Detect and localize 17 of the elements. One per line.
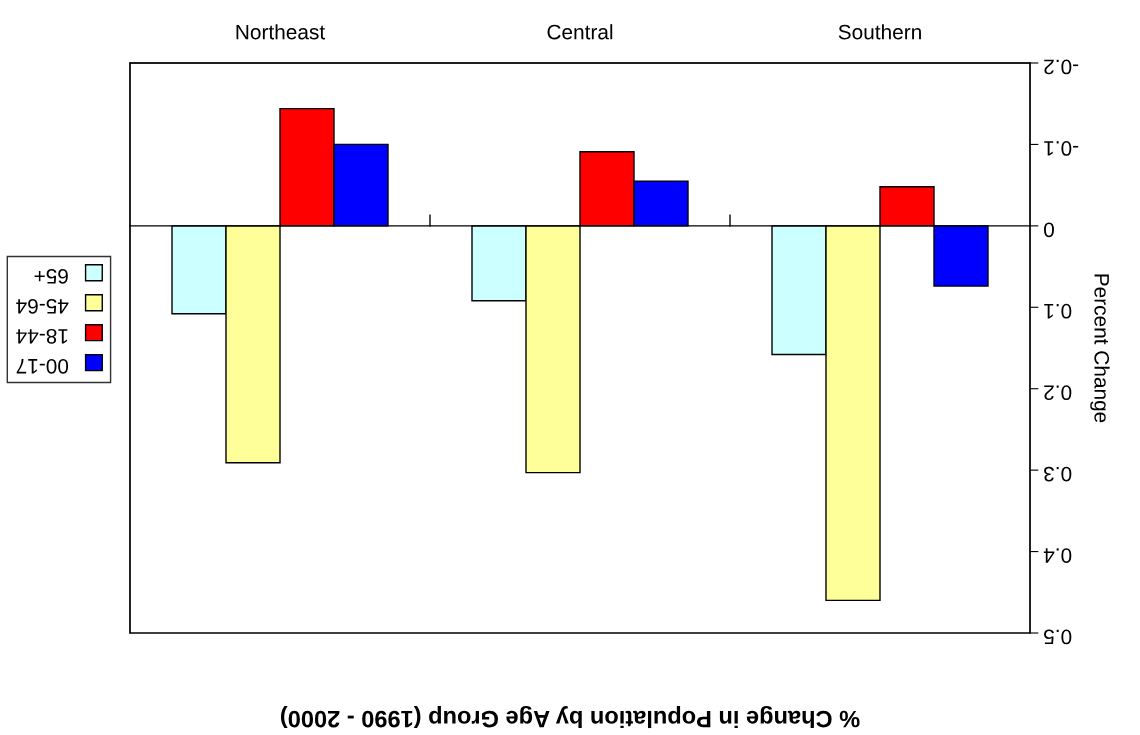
y-tick-label: 0.1	[1044, 303, 1072, 319]
text: % Change in Population by Age Group (1990 - 2000)	[281, 705, 860, 729]
legend-label: 45-64	[16, 298, 69, 314]
x-tick-label: Northeast	[236, 24, 326, 40]
legend-label: 18-44	[16, 328, 68, 344]
y-tick-label: 0.4	[1043, 548, 1072, 563]
y-tick-label: 0.3	[1044, 466, 1072, 482]
y-tick-label: 0.2	[1044, 385, 1072, 401]
y-tick-label: -0.2	[1044, 59, 1079, 75]
y-axis-title: Percent Change	[1090, 274, 1110, 423]
x-tick-label: Central	[547, 24, 613, 40]
legend-label: 00-17	[16, 358, 69, 374]
y-tick-label: 0	[1044, 222, 1054, 238]
y-tick-label: 0.5	[1044, 629, 1072, 645]
legend-label: 65+	[34, 269, 68, 284]
x-tick-label: Southern	[838, 24, 921, 40]
y-tick-label: -0.1	[1044, 141, 1079, 156]
